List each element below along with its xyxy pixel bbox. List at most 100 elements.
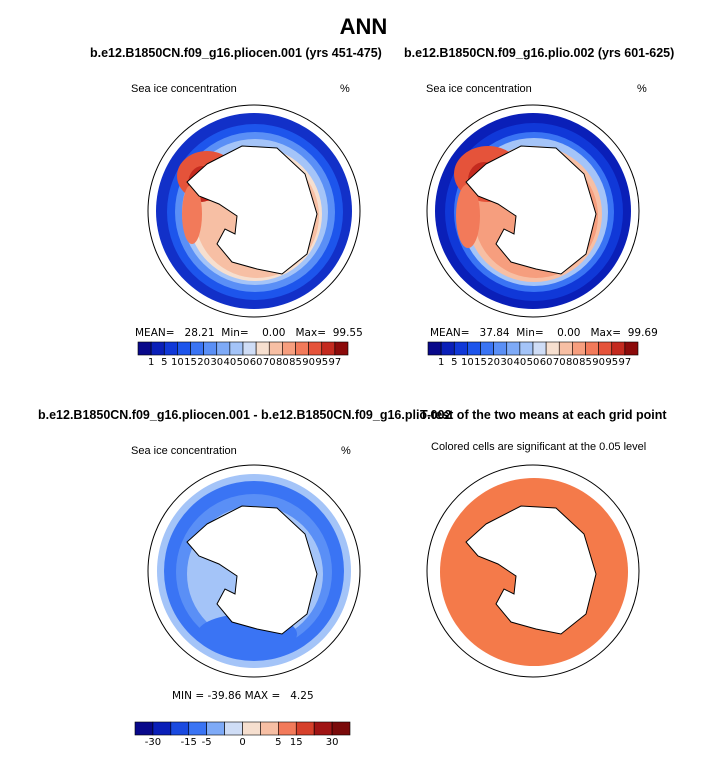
panel-d-title: T-test of the two means at each grid poi…: [420, 408, 667, 422]
colorbar-conc-0-label: 80: [276, 357, 289, 368]
colorbar-conc-1-swatch: [611, 341, 626, 356]
colorbar-diff-0-label: -30: [144, 737, 162, 748]
colorbar-conc-1-label: 85: [579, 357, 592, 368]
colorbar-diff-0-swatch: [313, 721, 333, 736]
colorbar-diff-0-label: 5: [275, 737, 282, 748]
panel-a-colorbar: [137, 341, 349, 356]
colorbar-conc-1-swatch: [598, 341, 613, 356]
colorbar-conc-0-swatch: [177, 341, 191, 356]
colorbar-diff-0-label: -15: [180, 737, 197, 748]
colorbar-conc-0-swatch: [203, 341, 218, 356]
panel-b-stats: MEAN= 37.84 Min= 0.00 Max= 99.69: [430, 327, 658, 339]
colorbar-conc-0-label: 30: [210, 357, 224, 368]
colorbar-conc-1-swatch: [467, 341, 481, 356]
colorbar-diff-0-swatch: [224, 721, 243, 736]
colorbar-diff-0-swatch: [331, 721, 351, 736]
colorbar-conc-0-label: 20: [197, 357, 210, 368]
colorbar-conc-0-label: 70: [262, 357, 276, 368]
main-title: ANN: [339, 14, 388, 39]
colorbar-conc-1-swatch: [453, 341, 468, 356]
colorbar-conc-1-label: 50: [526, 357, 540, 368]
colorbar-conc-1-label: 10: [461, 357, 474, 368]
colorbar-conc-1-label: 97: [618, 357, 632, 368]
panel-c-title: b.e12.B1850CN.f09_g16.pliocen.001 - b.e1…: [38, 408, 452, 422]
panel-a-max-label: Max=: [295, 327, 327, 339]
colorbar-conc-1-swatch: [440, 341, 455, 356]
panel-a-min: 0.00: [262, 327, 286, 339]
colorbar-conc-0-swatch: [321, 341, 336, 356]
panel-b-max-label: Max=: [590, 327, 622, 339]
panel-c-stats: MIN = -39.86 MAX = 4.25: [172, 690, 314, 702]
panel-b-mean-label: MEAN=: [430, 327, 470, 339]
colorbar-conc-0-label: 5: [161, 357, 168, 368]
colorbar-conc-0-label: 97: [328, 357, 342, 368]
colorbar-diff-0-swatch: [152, 721, 172, 736]
colorbar-conc-0-swatch: [216, 341, 231, 356]
colorbar-diff-0-swatch: [260, 721, 279, 736]
colorbar-conc-0-label: 50: [236, 357, 250, 368]
panel-a-map: [147, 104, 361, 318]
colorbar-conc-0-swatch: [255, 341, 270, 356]
colorbar-conc-1-swatch: [545, 341, 560, 356]
colorbar-diff-0-label: 30: [325, 737, 339, 748]
colorbar-diff-0-swatch: [242, 721, 261, 736]
colorbar-conc-0-label: 40: [223, 357, 237, 368]
colorbar-diff-0-swatch: [170, 721, 190, 736]
colorbar-diff-0-swatch: [295, 721, 315, 736]
colorbar-conc-1-swatch: [493, 341, 508, 356]
colorbar-conc-1-label: 80: [566, 357, 579, 368]
colorbar-conc-0-label: 90: [302, 357, 315, 368]
panel-a-min-label: Min=: [221, 327, 249, 339]
panel-a-stats: MEAN= 28.21 Min= 0.00 Max= 99.55: [135, 327, 363, 339]
colorbar-conc-0-swatch: [282, 341, 296, 356]
colorbar-conc-0-swatch: [150, 341, 165, 356]
panel-b-min-label: Min=: [516, 327, 544, 339]
panel-c-variable: Sea ice concentration: [131, 445, 237, 457]
panel-b-units: %: [637, 83, 647, 95]
panel-b-map: [426, 104, 640, 318]
colorbar-conc-1-label: 5: [451, 357, 458, 368]
colorbar-diff-0-swatch: [188, 721, 207, 736]
colorbar-conc-1-swatch: [480, 341, 494, 356]
colorbar-conc-0-swatch: [268, 341, 283, 356]
colorbar-conc-1-swatch: [572, 341, 586, 356]
colorbar-diff-0-label: 15: [289, 737, 303, 748]
panel-b-colorbar: [427, 341, 639, 356]
colorbar-conc-1-swatch: [624, 341, 639, 356]
colorbar-conc-0-swatch: [190, 341, 204, 356]
panel-b-max: 99.69: [627, 327, 658, 339]
panel-b-title: b.e12.B1850CN.f09_g16.plio.002 (yrs 601-…: [404, 46, 675, 60]
panel-c-colorbar: [134, 721, 351, 736]
colorbar-conc-1-label: 30: [500, 357, 514, 368]
panel-c-map: [147, 464, 361, 678]
colorbar-conc-1-swatch: [532, 341, 547, 356]
colorbar-diff-0-swatch: [134, 721, 154, 736]
colorbar-conc-1-swatch: [519, 341, 534, 356]
colorbar-conc-1-swatch: [427, 341, 442, 356]
panel-b-min: 0.00: [557, 327, 581, 339]
panel-d-subtitle: Colored cells are significant at the 0.0…: [431, 441, 647, 453]
panel-a-title: b.e12.B1850CN.f09_g16.pliocen.001 (yrs 4…: [90, 46, 382, 60]
colorbar-conc-1-label: 1: [437, 357, 445, 368]
panel-a-mean-label: MEAN=: [135, 327, 175, 339]
panel-a-max: 99.55: [332, 327, 363, 339]
colorbar-conc-0-swatch: [308, 341, 323, 356]
colorbar-conc-0-label: 60: [249, 357, 263, 368]
colorbar-conc-1-label: 60: [539, 357, 553, 368]
colorbar-conc-0-label: 1: [147, 357, 155, 368]
colorbar-conc-1-label: 15: [474, 357, 487, 368]
colorbar-conc-0-swatch: [137, 341, 152, 356]
colorbar-conc-0-swatch: [295, 341, 309, 356]
panel-a-variable: Sea ice concentration: [131, 83, 237, 95]
panel-d-map: [426, 464, 640, 678]
panel-a-mean: 28.21: [184, 327, 215, 339]
colorbar-conc-1-label: 90: [592, 357, 605, 368]
colorbar-conc-0-label: 10: [171, 357, 184, 368]
colorbar-conc-0-label: 15: [184, 357, 197, 368]
colorbar-conc-1-label: 40: [513, 357, 527, 368]
panel-c-units: %: [341, 445, 351, 457]
colorbar-conc-1-swatch: [585, 341, 599, 356]
colorbar-conc-1-label: 95: [605, 357, 619, 368]
colorbar-conc-0-swatch: [229, 341, 244, 356]
colorbar-conc-0-swatch: [242, 341, 257, 356]
